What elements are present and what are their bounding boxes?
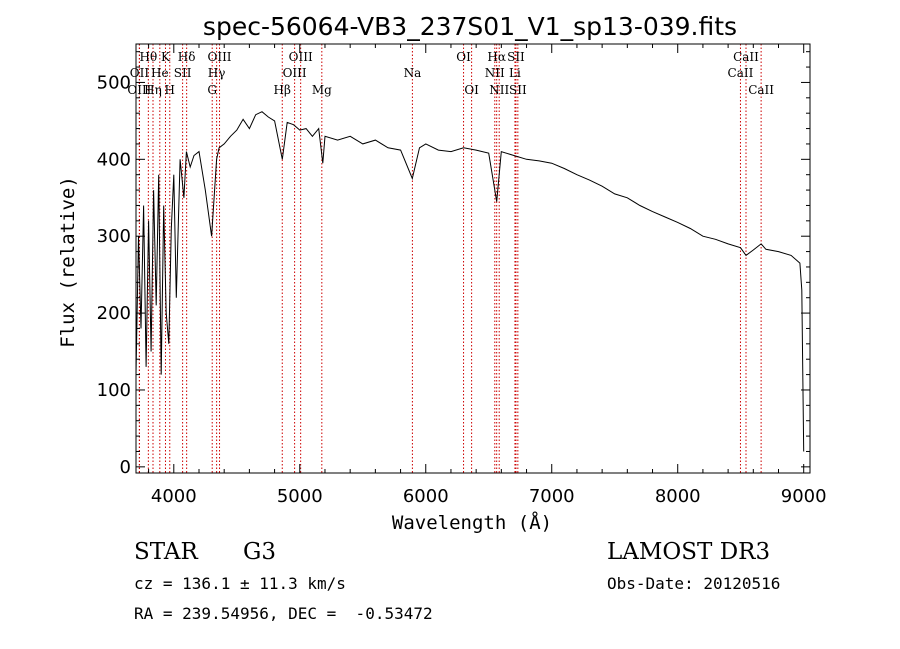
line-marker-label: Na: [404, 66, 422, 80]
line-marker-label: NII: [485, 66, 505, 80]
coordinates: RA = 239.54956, DEC = -0.53472: [134, 604, 433, 623]
x-tick-label: 6000: [403, 486, 449, 507]
x-axis-title: Wavelength (Å): [392, 511, 552, 534]
y-tick-label: 200: [97, 303, 131, 324]
line-marker-label: NII: [489, 83, 509, 97]
y-tick-label: 100: [97, 380, 131, 401]
line-marker-label: SII: [507, 50, 525, 64]
y-axis: 0 100 200 300 400 500: [97, 51, 810, 478]
line-marker-label: Hθ: [139, 50, 157, 64]
x-tick-label: 9000: [781, 486, 827, 507]
survey-label: LAMOST DR3: [607, 539, 771, 565]
y-tick-label: 500: [97, 72, 131, 93]
line-marker-label: SII: [509, 83, 527, 97]
line-marker-label: Li: [509, 66, 521, 80]
x-tick-label: 7000: [529, 486, 575, 507]
line-marker-label: OIII: [289, 50, 313, 64]
line-marker-label: He: [151, 66, 169, 80]
line-marker-label: Hγ: [208, 66, 226, 80]
y-tick-label: 400: [97, 149, 131, 170]
line-marker-label: SII: [174, 66, 192, 80]
line-marker-label: K: [161, 50, 171, 64]
redshift-readout: cz = 136.1 ± 11.3 km/s: [134, 574, 346, 593]
line-marker-label: CaII: [733, 50, 759, 64]
x-tick-label: 8000: [655, 486, 701, 507]
line-marker-label: OII: [130, 66, 150, 80]
x-axis: 4000 5000 6000 7000 8000 9000: [148, 44, 827, 507]
line-marker-label: Hη: [144, 83, 162, 97]
line-marker-label: OI: [456, 50, 471, 64]
line-marker-label: G: [207, 83, 217, 97]
y-tick-label: 300: [97, 226, 131, 247]
chart-title: spec-56064-VB3_237S01_V1_sp13-039.fits: [203, 12, 737, 41]
x-tick-label: 5000: [277, 486, 323, 507]
x-tick-label: 4000: [151, 486, 197, 507]
line-marker-label: Hδ: [178, 50, 196, 64]
line-marker-label: CaII: [748, 83, 774, 97]
y-axis-title: Flux (relative): [57, 176, 79, 348]
line-marker-label: OIII: [207, 50, 231, 64]
line-marker-label: Mg: [312, 83, 332, 97]
line-marker-label: OIII: [283, 66, 307, 80]
plot-frame: [135, 43, 811, 474]
spectrum-series-line: [135, 111, 805, 452]
line-marker-label: CaII: [728, 66, 754, 80]
emission-line-markers: [138, 44, 762, 473]
line-marker-label: Hβ: [274, 83, 291, 97]
line-marker-label: OIII: [127, 83, 151, 97]
line-marker-label: H: [165, 83, 175, 97]
line-marker-label: OI: [464, 83, 479, 97]
obs-date: Obs-Date: 20120516: [607, 574, 781, 593]
y-tick-label: 0: [120, 457, 131, 478]
line-marker-label: Hα: [487, 50, 506, 64]
object-class: STAR: [134, 539, 198, 565]
object-subclass: G3: [243, 539, 277, 565]
